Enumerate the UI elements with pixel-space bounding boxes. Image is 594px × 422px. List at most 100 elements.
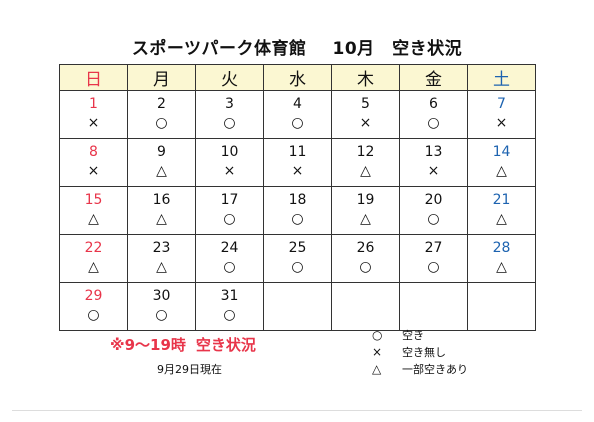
- day-number: 3: [225, 96, 234, 112]
- availability-mark: ×: [427, 163, 440, 179]
- availability-mark: ○: [291, 211, 304, 227]
- availability-mark: ○: [87, 307, 100, 323]
- calendar-day-cell: 4 ○: [263, 90, 332, 139]
- month-availability: 10月 空き状況: [332, 39, 463, 59]
- hours-note: ※9～19時 空き状況: [110, 334, 256, 355]
- availability-mark: ○: [427, 115, 440, 131]
- availability-mark: △: [88, 211, 99, 227]
- availability-mark: △: [496, 259, 507, 275]
- day-number: 13: [424, 144, 443, 160]
- weekday-header-row: 日 月 火 水 木 金 土: [59, 64, 536, 91]
- hours-note-label: 空き状況: [195, 336, 256, 354]
- partial-symbol: △: [372, 362, 382, 376]
- day-number: 8: [89, 144, 98, 160]
- day-number: 23: [152, 240, 171, 256]
- availability-mark: △: [496, 163, 507, 179]
- day-number: 1: [89, 96, 98, 112]
- legend-label: 一部空きあり: [402, 363, 468, 376]
- day-number: 15: [84, 192, 103, 208]
- day-number: 9: [157, 144, 166, 160]
- calendar-day-cell: 27 ○: [399, 234, 468, 283]
- calendar-day-cell: 28 △: [467, 234, 536, 283]
- day-number: 18: [288, 192, 307, 208]
- page-title: スポーツパーク体育館 10月 空き状況: [0, 34, 594, 59]
- availability-mark: ○: [155, 115, 168, 131]
- calendar-day-cell: 9 △: [127, 138, 196, 187]
- day-number: 16: [152, 192, 171, 208]
- calendar-day-cell: 22 △: [59, 234, 128, 283]
- availability-mark: ×: [87, 115, 100, 131]
- calendar-day-cell: 17 ○: [195, 186, 264, 235]
- availability-calendar: 日 月 火 水 木 金 土 1 × 2 ○ 3 ○ 4 ○ 5 × 6 ○ 7 × 8 × 9 △ 10 × 11 × 12…: [59, 64, 536, 331]
- day-number: 29: [84, 288, 103, 304]
- calendar-day-cell: 5 ×: [331, 90, 400, 139]
- legend-label: 空き: [402, 329, 424, 342]
- day-number: 19: [356, 192, 375, 208]
- availability-mark: ○: [291, 115, 304, 131]
- available-symbol: ○: [372, 328, 383, 342]
- weekday-thursday: 木: [331, 64, 400, 91]
- availability-mark: ×: [87, 163, 100, 179]
- availability-mark: △: [360, 163, 371, 179]
- day-number: 5: [361, 96, 370, 112]
- calendar-day-cell: 12 △: [331, 138, 400, 187]
- weekday-wednesday: 水: [263, 64, 332, 91]
- calendar-week-row: 15 △ 16 △ 17 ○ 18 ○ 19 △ 20 ○ 21 △: [59, 186, 536, 235]
- availability-mark: ○: [291, 259, 304, 275]
- availability-mark: △: [156, 211, 167, 227]
- calendar-day-cell: 11 ×: [263, 138, 332, 187]
- weekday-saturday: 土: [467, 64, 536, 91]
- day-number: 12: [356, 144, 375, 160]
- legend-item-unavailable: × 空き無し: [372, 344, 468, 361]
- calendar-day-cell: 19 △: [331, 186, 400, 235]
- day-number: 24: [220, 240, 239, 256]
- availability-mark: ×: [291, 163, 304, 179]
- calendar-day-cell: 20 ○: [399, 186, 468, 235]
- availability-mark: △: [156, 163, 167, 179]
- day-number: 28: [492, 240, 511, 256]
- calendar-day-cell: 10 ×: [195, 138, 264, 187]
- calendar-day-cell: 1 ×: [59, 90, 128, 139]
- calendar-week-row: 1 × 2 ○ 3 ○ 4 ○ 5 × 6 ○ 7 ×: [59, 90, 536, 139]
- availability-mark: ○: [427, 211, 440, 227]
- day-number: 22: [84, 240, 103, 256]
- weekday-sunday: 日: [59, 64, 128, 91]
- facility-name: スポーツパーク体育館: [131, 39, 307, 59]
- availability-mark: △: [156, 259, 167, 275]
- day-number: 25: [288, 240, 307, 256]
- availability-mark: △: [88, 259, 99, 275]
- calendar-day-cell: 2 ○: [127, 90, 196, 139]
- calendar-day-cell: 14 △: [467, 138, 536, 187]
- calendar-empty-cell: [263, 282, 332, 331]
- day-number: 11: [288, 144, 307, 160]
- calendar-day-cell: 25 ○: [263, 234, 332, 283]
- calendar-day-cell: 26 ○: [331, 234, 400, 283]
- availability-mark: ×: [495, 115, 508, 131]
- page-divider: [12, 410, 582, 411]
- calendar-week-row: 8 × 9 △ 10 × 11 × 12 △ 13 × 14 △: [59, 138, 536, 187]
- legend-item-available: ○ 空き: [372, 327, 468, 344]
- legend-label: 空き無し: [402, 346, 446, 359]
- calendar-empty-cell: [399, 282, 468, 331]
- calendar-day-cell: 24 ○: [195, 234, 264, 283]
- calendar-empty-cell: [331, 282, 400, 331]
- day-number: 10: [220, 144, 239, 160]
- day-number: 4: [293, 96, 302, 112]
- day-number: 6: [429, 96, 438, 112]
- day-number: 17: [220, 192, 239, 208]
- legend: ○ 空き × 空き無し △ 一部空きあり: [372, 327, 468, 378]
- calendar-day-cell: 31 ○: [195, 282, 264, 331]
- day-number: 14: [492, 144, 511, 160]
- legend-item-partial: △ 一部空きあり: [372, 361, 468, 378]
- availability-mark: ○: [223, 259, 236, 275]
- calendar-week-row: 22 △ 23 △ 24 ○ 25 ○ 26 ○ 27 ○ 28 △: [59, 234, 536, 283]
- hours-note-time: ※9～19時: [110, 336, 186, 354]
- calendar-day-cell: 13 ×: [399, 138, 468, 187]
- weekday-tuesday: 火: [195, 64, 264, 91]
- as-of-date: 9月29日現在: [157, 363, 222, 376]
- weekday-monday: 月: [127, 64, 196, 91]
- availability-mark: ○: [359, 259, 372, 275]
- calendar-day-cell: 23 △: [127, 234, 196, 283]
- calendar-day-cell: 6 ○: [399, 90, 468, 139]
- calendar-empty-cell: [467, 282, 536, 331]
